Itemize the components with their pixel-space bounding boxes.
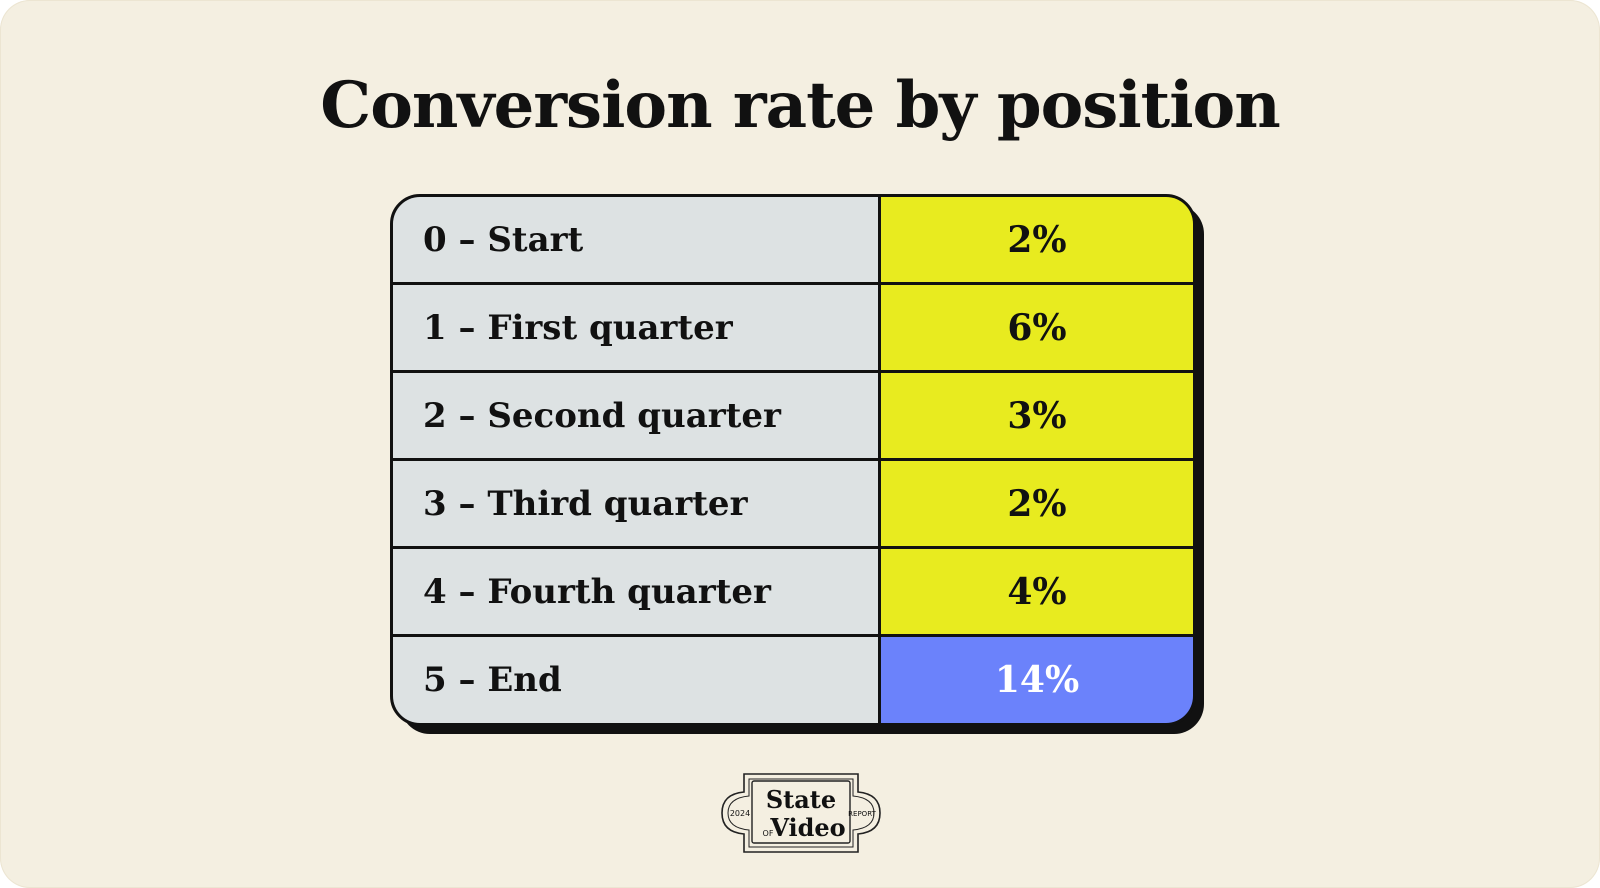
- chart-title: Conversion rate by position: [320, 68, 1280, 143]
- row-value: 6%: [881, 285, 1193, 370]
- table-row: 3 – Third quarter 2%: [393, 461, 1193, 549]
- row-value-highlight: 14%: [881, 637, 1193, 723]
- table-body: 0 – Start 2% 1 – First quarter 6% 2 – Second…: [390, 194, 1196, 726]
- row-value: 2%: [881, 197, 1193, 282]
- row-value: 2%: [881, 461, 1193, 546]
- row-label: 3 – Third quarter: [393, 461, 881, 546]
- row-label: 2 – Second quarter: [393, 373, 881, 458]
- logo-video: Video: [769, 813, 845, 842]
- row-label: 0 – Start: [393, 197, 881, 282]
- table-row: 2 – Second quarter 3%: [393, 373, 1193, 461]
- conversion-table: 0 – Start 2% 1 – First quarter 6% 2 – Second…: [390, 194, 1204, 734]
- table-row: 0 – Start 2%: [393, 197, 1193, 285]
- logo-report: REPORT: [848, 810, 876, 818]
- row-label: 5 – End: [393, 637, 881, 723]
- row-value: 4%: [881, 549, 1193, 634]
- table-row: 1 – First quarter 6%: [393, 285, 1193, 373]
- logo-state: State: [766, 785, 836, 814]
- logo-year: 2024: [730, 809, 750, 818]
- state-of-video-logo: State Video OF 2024 REPORT: [721, 773, 881, 853]
- row-label: 4 – Fourth quarter: [393, 549, 881, 634]
- table-row: 4 – Fourth quarter 4%: [393, 549, 1193, 637]
- logo-of: OF: [763, 829, 774, 838]
- row-label: 1 – First quarter: [393, 285, 881, 370]
- table-row: 5 – End 14%: [393, 637, 1193, 723]
- row-value: 3%: [881, 373, 1193, 458]
